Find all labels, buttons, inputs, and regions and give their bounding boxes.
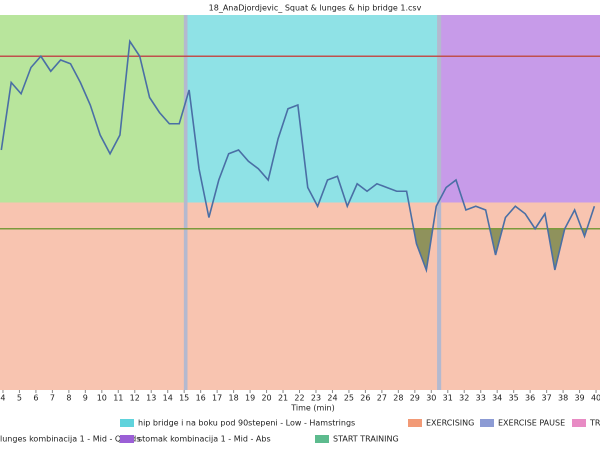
x-tick-label: 38	[558, 394, 568, 403]
x-tick-label: 9	[83, 394, 88, 403]
x-tick-label: 21	[278, 394, 288, 403]
zone	[0, 15, 186, 203]
x-tick-label: 19	[245, 394, 255, 403]
x-tick-label: 29	[410, 394, 420, 403]
x-tick-label: 14	[163, 394, 173, 403]
x-tick-label: 39	[574, 394, 584, 403]
zone	[183, 15, 188, 390]
legend-label: EXERCISE PAUSE	[498, 419, 565, 428]
x-tick-label: 5	[17, 394, 22, 403]
legend-label: stomak kombinacija 1 - Mid - Abs	[138, 435, 271, 444]
x-tick-label: 11	[113, 394, 123, 403]
x-tick-label: 27	[377, 394, 387, 403]
x-tick-label: 4	[0, 394, 5, 403]
chart-title: 18_AnaDjordjevic_ Squat & lunges & hip b…	[209, 4, 422, 13]
zone	[437, 15, 442, 390]
x-tick-label: 36	[525, 394, 535, 403]
x-tick-label: 15	[179, 394, 189, 403]
x-tick-label: 10	[97, 394, 107, 403]
x-tick-label: 22	[294, 394, 304, 403]
x-tick-label: 12	[130, 394, 140, 403]
x-tick-label: 13	[146, 394, 156, 403]
x-tick-label: 34	[492, 394, 502, 403]
x-tick-label: 26	[360, 394, 370, 403]
x-axis-label: Time (min)	[290, 404, 334, 413]
legend-swatch	[315, 435, 329, 443]
x-tick-label: 16	[196, 394, 206, 403]
legend-swatch	[572, 419, 586, 427]
x-tick-label: 8	[66, 394, 71, 403]
zone	[437, 15, 600, 203]
x-tick-label: 35	[509, 394, 519, 403]
legend-label: TRA	[589, 419, 600, 428]
x-tick-label: 30	[426, 394, 436, 403]
x-tick-label: 24	[327, 394, 337, 403]
x-tick-label: 20	[261, 394, 271, 403]
x-tick-label: 32	[459, 394, 469, 403]
zone	[185, 15, 438, 203]
x-tick-label: 25	[344, 394, 354, 403]
legend-label: hip bridge i na boku pod 90stepeni - Low…	[138, 419, 355, 428]
legend-swatch	[120, 419, 134, 427]
x-tick-label: 37	[542, 394, 552, 403]
legend-label: START TRAINING	[333, 435, 399, 444]
x-tick-label: 33	[476, 394, 486, 403]
legend-swatch	[120, 435, 134, 443]
x-tick-label: 31	[443, 394, 453, 403]
legend-label: lunges kombinacija 1 - Mid - Quads	[0, 435, 140, 444]
x-tick-label: 23	[311, 394, 321, 403]
legend-swatch	[480, 419, 494, 427]
legend-swatch	[408, 419, 422, 427]
x-tick-label: 7	[50, 394, 55, 403]
x-tick-label: 18	[229, 394, 239, 403]
x-tick-label: 40	[591, 394, 600, 403]
x-tick-label: 17	[212, 394, 222, 403]
legend-label: EXERCISING	[426, 419, 474, 428]
data-line	[0, 38, 596, 274]
zone	[0, 202, 600, 390]
x-tick-label: 6	[33, 394, 38, 403]
x-tick-label: 28	[393, 394, 403, 403]
